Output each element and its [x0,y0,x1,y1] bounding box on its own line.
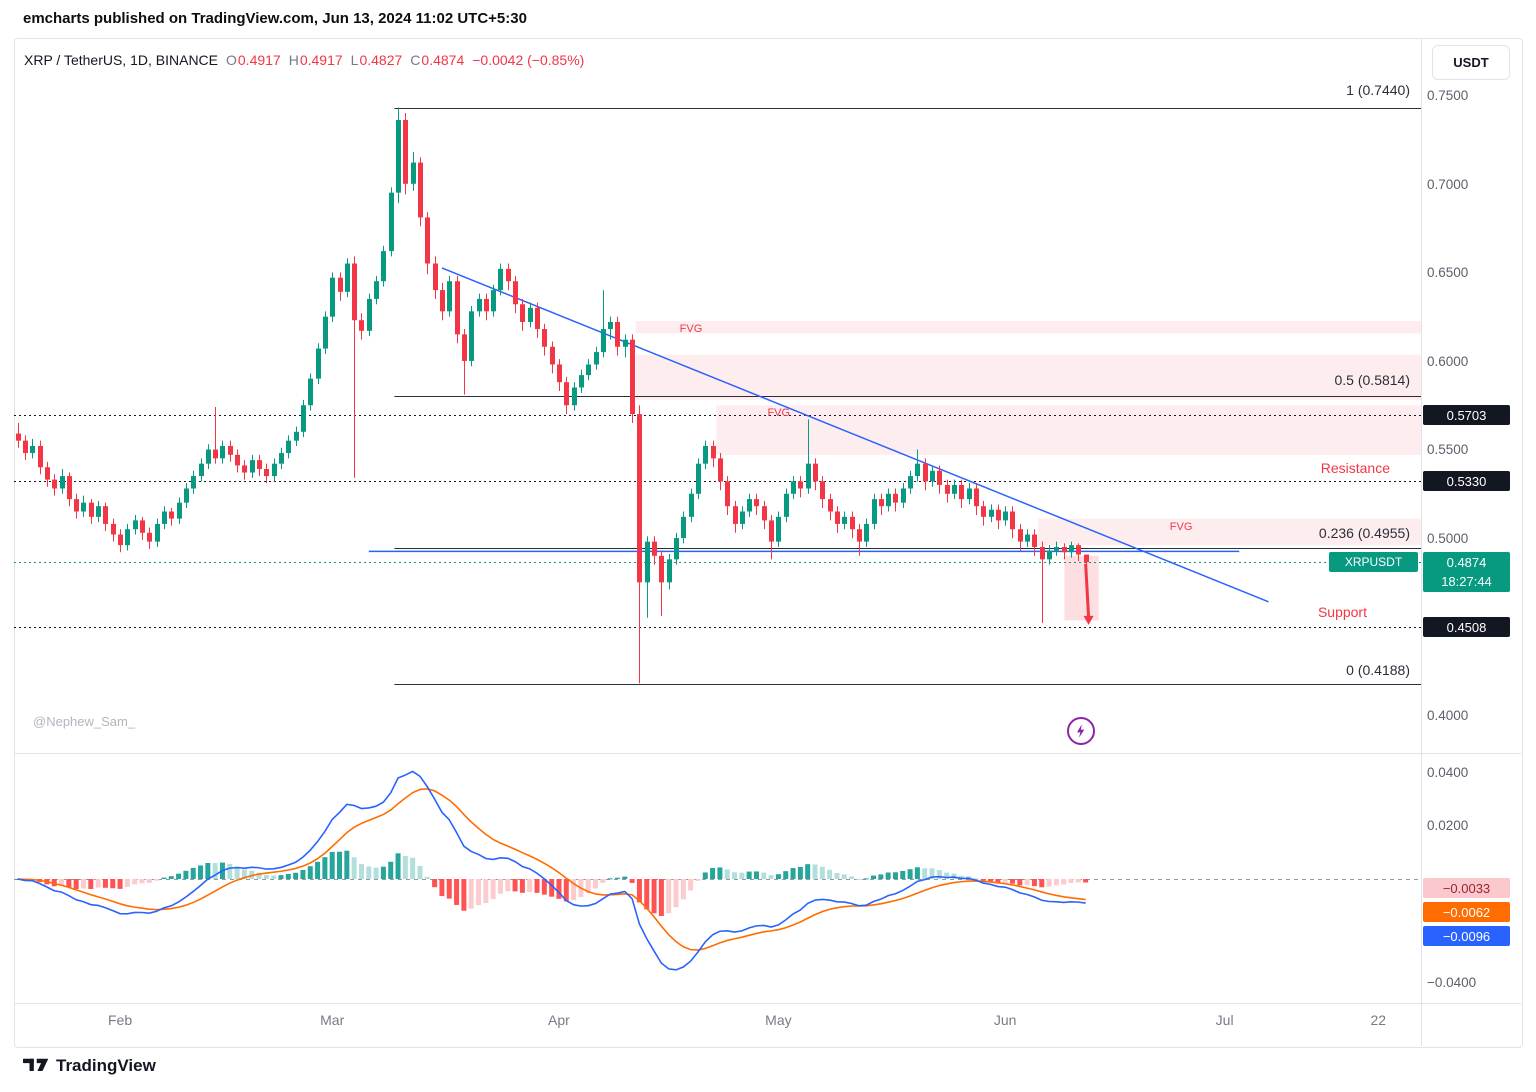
high-value: H 0.4917 [288,52,343,68]
last-price-value: 0.4874 [1446,555,1487,570]
fib-label-0236: 0.236 (0.4955) [1318,525,1410,541]
macd-line-badge: −0.0096 [1423,926,1510,946]
price-level-badge-5703: 0.5703 [1423,405,1510,425]
last-price-badge: 0.4874 18:27:44 [1423,552,1510,592]
lightning-bolt-glyph [1077,724,1085,738]
symbol-title[interactable]: XRP / TetherUS, 1D, BINANCE [24,52,218,68]
low-value: L 0.4827 [350,52,403,68]
fib-label-05: 0.5 (0.5814) [1334,372,1411,388]
symbol-bar: XRP / TetherUS, 1D, BINANCE O 0.4917 H 0… [24,52,584,68]
author-watermark: @Nephew_Sam_ [33,714,136,729]
bar-countdown: 18:27:44 [1441,574,1492,589]
macd-signal-badge: −0.0062 [1423,902,1510,922]
macd-hist-badge: −0.0033 [1423,878,1510,898]
tradingview-mark-icon [23,1058,49,1072]
change-value: −0.0042 (−0.85%) [472,52,585,68]
resistance-label: Resistance [1320,460,1390,476]
price-level-badge-5330: 0.5330 [1423,471,1510,491]
time-axis-separator [14,1003,1521,1004]
price-level-badge-4508: 0.4508 [1423,617,1510,637]
currency-usdt-button[interactable]: USDT [1432,45,1510,80]
tradingview-wordmark: TradingView [56,1056,156,1075]
fib-label-0: 0 (0.4188) [1346,662,1410,678]
tradingview-logo[interactable]: TradingView [23,1055,156,1077]
lightning-icon[interactable] [1067,717,1095,745]
close-value: C 0.4874 [410,52,465,68]
open-value: O 0.4917 [226,52,281,68]
last-price-symbol-tag: XRPUSDT [1329,552,1418,572]
support-label: Support [1317,604,1367,620]
pane-separator[interactable] [14,753,1521,754]
price-axis-separator [1421,38,1422,1046]
fib-label-1: 1 (0.7440) [1346,82,1410,98]
